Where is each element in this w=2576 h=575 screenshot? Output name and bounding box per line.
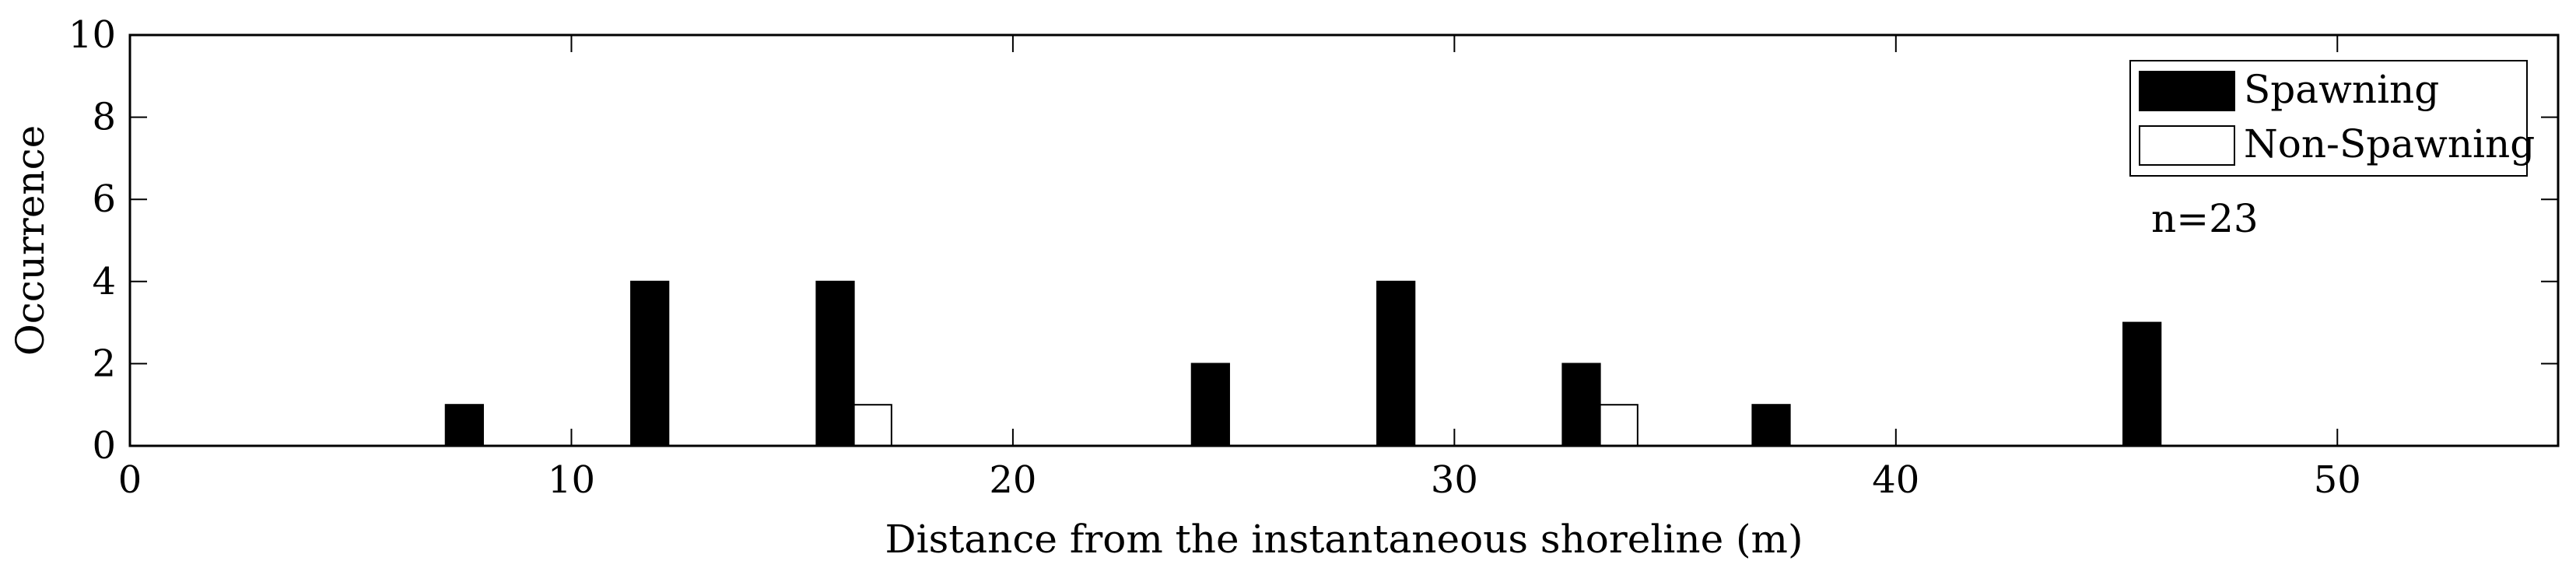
y-tick-label-10: 10 (68, 13, 116, 57)
bar-spawning-2 (815, 280, 855, 447)
bar-non-spawning-2 (853, 404, 892, 447)
x-axis-label: Distance from the instantaneous shorelin… (885, 517, 1803, 562)
bar-spawning-1 (630, 280, 670, 447)
bar-spawning-7 (1751, 404, 1791, 447)
y-tick-label-0: 0 (92, 424, 116, 468)
bar-spawning-6 (1561, 363, 1601, 447)
bar-spawning-9 (2122, 321, 2162, 447)
x-tick-label-20: 20 (989, 458, 1036, 502)
legend-label-non-spawning: Non-Spawning (2244, 121, 2535, 167)
x-tick-label-40: 40 (1872, 458, 1919, 502)
y-tick-label-4: 4 (92, 260, 116, 303)
legend-swatch-spawning (2139, 71, 2235, 111)
legend-label-spawning: Spawning (2244, 67, 2439, 112)
y-axis-label: Occurrence (8, 125, 53, 356)
y-tick-label-8: 8 (92, 96, 116, 139)
x-tick-label-0: 0 (118, 458, 142, 502)
y-tick-label-2: 2 (92, 342, 116, 385)
tick-labels-layer: 0 10 20 30 40 50 0 2 4 6 8 10 (68, 13, 2361, 502)
sample-size-annotation: n=23 (2151, 196, 2259, 241)
y-tick-label-6: 6 (92, 177, 116, 221)
bars-layer (444, 280, 2162, 447)
axes-box (128, 33, 2560, 447)
bar-spawning-5 (1376, 280, 1416, 447)
x-tick-label-10: 10 (548, 458, 595, 502)
bar-non-spawning-6 (1599, 404, 1638, 447)
bar-spawning-4 (1190, 363, 1230, 447)
x-tick-label-30: 30 (1431, 458, 1478, 502)
bar-spawning-0 (444, 404, 484, 447)
x-tick-label-50: 50 (2314, 458, 2361, 502)
legend-swatch-non-spawning (2139, 125, 2235, 166)
legend: Spawning Non-Spawning (2129, 60, 2535, 177)
